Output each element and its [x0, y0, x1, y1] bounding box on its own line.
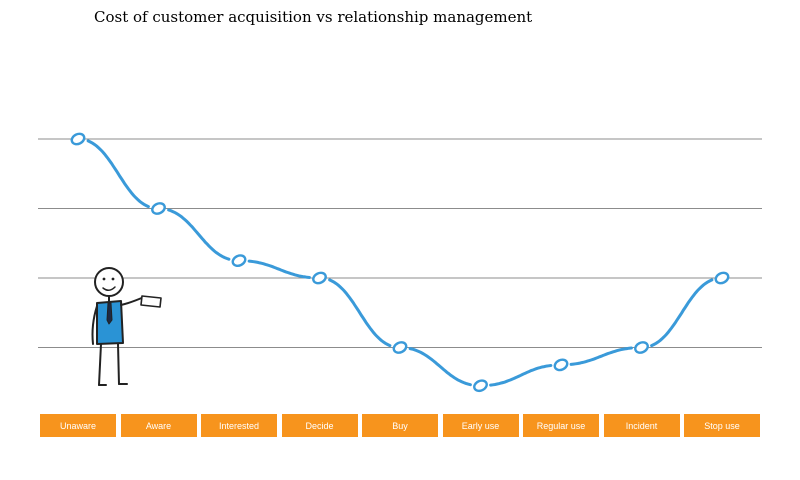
figure-left-leg [98, 343, 102, 386]
money-icon [140, 295, 162, 308]
curve-segment-6 [489, 364, 553, 387]
figure-eye-right [111, 277, 115, 281]
data-point-unaware [70, 132, 86, 146]
figure-right-leg [117, 343, 120, 385]
figure-tie [106, 302, 113, 325]
curve-segment-8 [650, 278, 714, 348]
stage-points [70, 132, 730, 393]
cost-curve [86, 139, 714, 387]
data-point-aware [151, 202, 166, 215]
chart-title: Cost of customer acquisition vs relation… [94, 8, 533, 26]
figure-smile [102, 286, 116, 291]
curve-segment-4 [328, 278, 392, 348]
curve-segment-2 [167, 208, 231, 261]
figure-eye-left [102, 277, 106, 281]
curve-segment-5 [408, 347, 472, 387]
curve-segment-1 [86, 139, 150, 209]
figure-head [94, 267, 124, 297]
data-point-interested [231, 254, 247, 267]
data-point-early-use [473, 379, 488, 393]
data-point-incident [634, 341, 649, 354]
stick-figure-illustration [91, 267, 162, 386]
curve-segment-7 [569, 346, 633, 366]
figure-left-arm [91, 305, 98, 345]
curve-segment-3 [247, 259, 311, 279]
data-point-buy [392, 341, 408, 354]
data-point-regular-use [553, 358, 569, 372]
gridlines [38, 138, 762, 348]
data-point-stop-use [714, 271, 730, 285]
data-point-decide [312, 271, 327, 285]
